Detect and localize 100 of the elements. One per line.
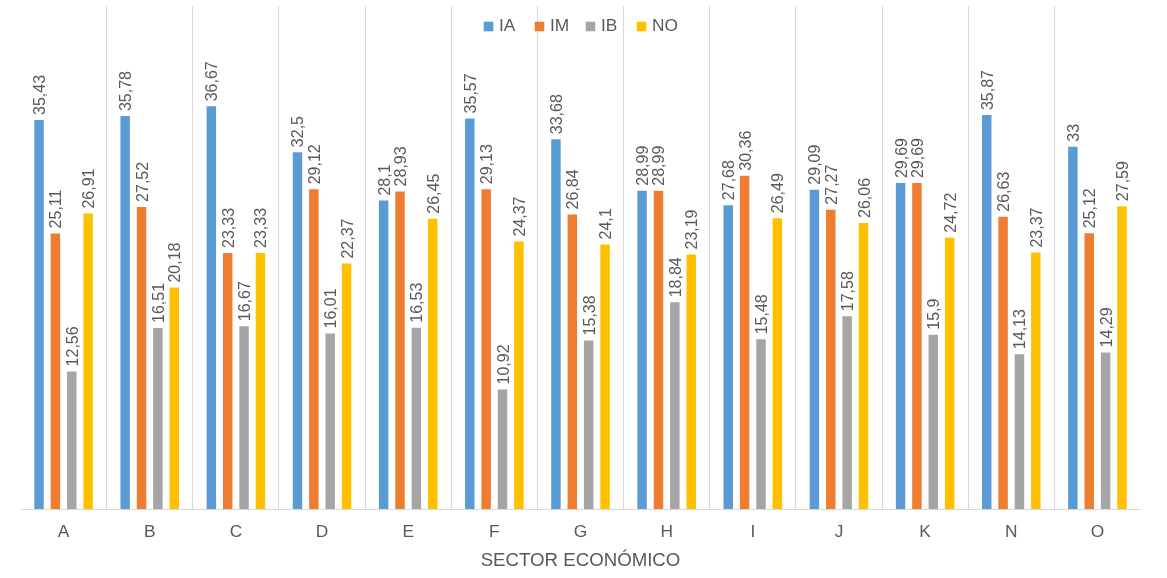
bar [292, 152, 303, 510]
bar [756, 339, 766, 510]
data-label: 12,56 [63, 326, 81, 367]
data-label: 26,84 [564, 169, 582, 210]
data-label: 26,06 [855, 177, 873, 218]
bar [600, 244, 610, 510]
x-tick-label: C [229, 520, 243, 541]
legend-label: IA [499, 15, 517, 36]
bar [858, 222, 869, 510]
bar [637, 190, 647, 510]
bar [583, 340, 594, 510]
data-label: 33,68 [547, 94, 565, 135]
bar [1031, 252, 1041, 510]
bar [169, 287, 180, 510]
data-label: 28,93 [392, 146, 410, 187]
bar [514, 241, 524, 510]
data-label: 26,91 [80, 168, 98, 209]
bar [206, 106, 217, 510]
bar [67, 371, 77, 510]
data-label: 23,37 [1027, 207, 1045, 248]
data-label: 16,53 [408, 282, 426, 323]
data-label: 25,12 [1081, 188, 1099, 229]
data-label: 25,11 [47, 189, 65, 229]
data-label: 28,99 [650, 145, 668, 186]
data-label: 15,48 [752, 294, 770, 335]
bar [723, 205, 733, 510]
bar [686, 254, 696, 510]
x-tick-label: B [143, 520, 156, 541]
data-label: 28,99 [634, 145, 652, 186]
bar [1084, 233, 1094, 510]
data-label: 35,43 [31, 74, 49, 115]
bar [50, 233, 61, 510]
bar [653, 190, 664, 510]
data-label: 24,72 [941, 192, 959, 233]
bar [1100, 352, 1111, 510]
data-label: 36,67 [203, 61, 221, 102]
bar [428, 218, 438, 510]
bar [1117, 206, 1127, 510]
data-label: 27,68 [720, 160, 738, 201]
data-label: 24,37 [510, 196, 528, 237]
bar [341, 263, 352, 510]
data-label: 18,84 [666, 257, 684, 298]
data-label: 27,52 [133, 161, 151, 202]
bar [772, 218, 783, 510]
data-label: 30,36 [736, 130, 754, 171]
bar [1068, 146, 1078, 510]
bar [255, 252, 266, 510]
data-label: 35,87 [978, 69, 996, 111]
x-tick-label: J [834, 520, 844, 541]
x-tick-label: A [57, 520, 70, 541]
data-label: 26,49 [769, 173, 787, 214]
data-label: 14,13 [1011, 308, 1029, 350]
x-tick-label: I [750, 520, 756, 541]
bar [465, 118, 475, 510]
bar [120, 116, 130, 510]
bar [34, 119, 44, 510]
data-label: 29,09 [806, 144, 824, 185]
bar [239, 326, 249, 510]
data-label: 16,01 [322, 288, 340, 329]
bar [928, 334, 939, 510]
bar [222, 252, 233, 510]
bar [497, 389, 508, 510]
bar [944, 237, 955, 510]
bar [670, 302, 680, 510]
bar [551, 139, 561, 510]
x-tick-label: D [315, 520, 329, 541]
x-tick-label: N [1005, 520, 1018, 541]
bar [567, 214, 578, 510]
bar [136, 206, 147, 510]
bar [395, 191, 405, 510]
bar [809, 189, 820, 510]
data-label: 17,58 [839, 271, 857, 312]
bar [842, 316, 852, 510]
data-label: 29,69 [892, 137, 910, 179]
data-label: 32,5 [289, 115, 307, 148]
data-label: 35,57 [461, 73, 479, 114]
bar [378, 200, 389, 510]
bar [481, 189, 491, 510]
bar [309, 189, 319, 510]
data-label: 33 [1064, 123, 1082, 142]
data-label: 22,37 [338, 218, 356, 259]
data-label: 26,45 [424, 173, 442, 214]
x-tick-label: H [660, 520, 673, 541]
data-label: 15,9 [925, 298, 943, 330]
data-label: 27,59 [1113, 161, 1131, 202]
data-label: 16,67 [236, 281, 254, 322]
legend-label: NO [652, 15, 678, 36]
data-label: 23,33 [252, 207, 270, 248]
data-label: 27,27 [822, 164, 840, 205]
bar [998, 216, 1008, 510]
x-axis-title: SECTOR ECONÓMICO [480, 548, 681, 570]
data-label: 16,51 [149, 282, 167, 323]
data-label: 29,69 [908, 137, 926, 179]
bar [325, 333, 335, 510]
bar [83, 213, 93, 510]
bar [411, 327, 422, 510]
bar [895, 183, 906, 510]
data-label: 35,78 [117, 70, 135, 112]
legend-label: IM [550, 15, 570, 36]
bar [1014, 354, 1025, 510]
